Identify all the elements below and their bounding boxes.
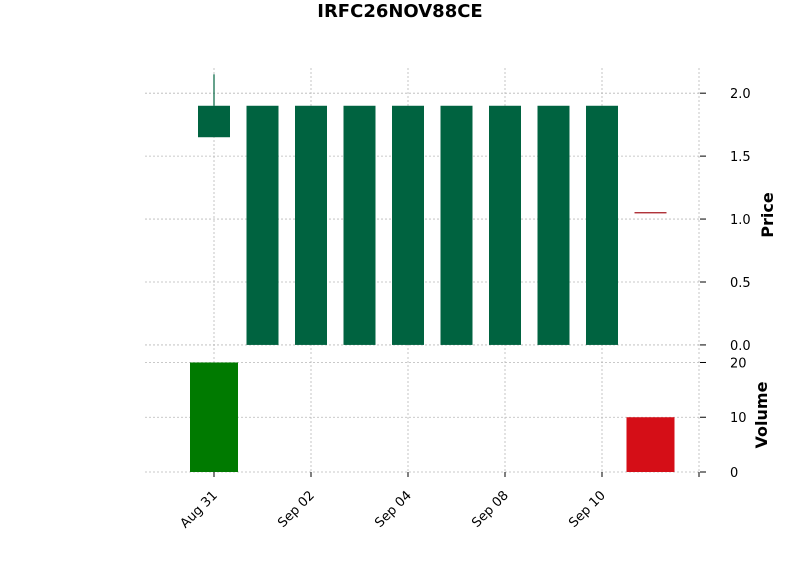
price-tick-label: 1.0 bbox=[730, 213, 751, 228]
price-axis-label: Price bbox=[758, 192, 777, 238]
candle-body bbox=[537, 105, 570, 345]
volume-bars bbox=[190, 362, 675, 472]
volume-bar bbox=[190, 362, 238, 472]
volume-bar bbox=[626, 417, 675, 472]
x-tick-label: Sep 04 bbox=[372, 488, 415, 531]
price-axis: 0.0 0.5 1.0 1.5 2.0 bbox=[700, 87, 751, 354]
volume-tick-label: 20 bbox=[730, 356, 747, 371]
x-tick-label: Sep 08 bbox=[469, 488, 512, 531]
candle-body bbox=[392, 105, 424, 345]
candle-body bbox=[440, 105, 473, 345]
price-tick-label: 2.0 bbox=[730, 87, 751, 102]
price-tick-label: 1.5 bbox=[730, 150, 751, 165]
candle-body bbox=[489, 105, 521, 345]
x-tick-label: Sep 02 bbox=[275, 488, 318, 531]
volume-axis-label: Volume bbox=[752, 381, 771, 448]
chart-title: IRFC26NOV88CE bbox=[317, 1, 482, 22]
candle-body bbox=[198, 105, 230, 138]
volume-tick-label: 0 bbox=[730, 466, 738, 481]
x-tick-label: Sep 10 bbox=[566, 488, 609, 531]
price-tick-label: 0.0 bbox=[730, 339, 751, 354]
candle-body bbox=[246, 105, 279, 345]
price-tick-label: 0.5 bbox=[730, 276, 751, 291]
candle-body bbox=[343, 105, 376, 345]
volume-tick-label: 10 bbox=[730, 411, 747, 426]
volume-axis: 0 10 20 bbox=[700, 356, 747, 481]
price-candles bbox=[198, 74, 667, 345]
x-axis: Aug 31 Sep 02 Sep 04 Sep 08 Sep 10 bbox=[178, 472, 700, 531]
candle-body bbox=[586, 105, 618, 345]
candle-body bbox=[295, 105, 327, 345]
x-tick-label: Aug 31 bbox=[178, 488, 221, 531]
